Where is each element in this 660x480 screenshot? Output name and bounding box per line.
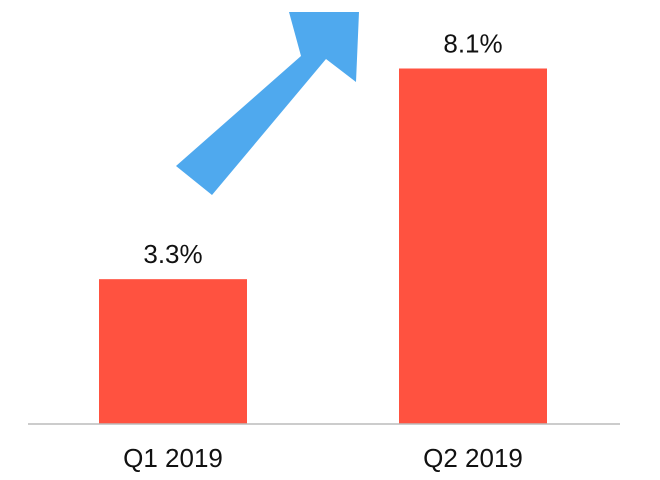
trend-arrow-icon [176, 12, 359, 195]
category-label-2: Q2 2019 [423, 443, 523, 473]
bar-2-value-label: 8.1% [443, 29, 502, 59]
category-label-1: Q1 2019 [123, 443, 223, 473]
bar-1-value-label: 3.3% [143, 239, 202, 269]
bar-1 [99, 279, 247, 424]
bar-2 [399, 68, 547, 424]
